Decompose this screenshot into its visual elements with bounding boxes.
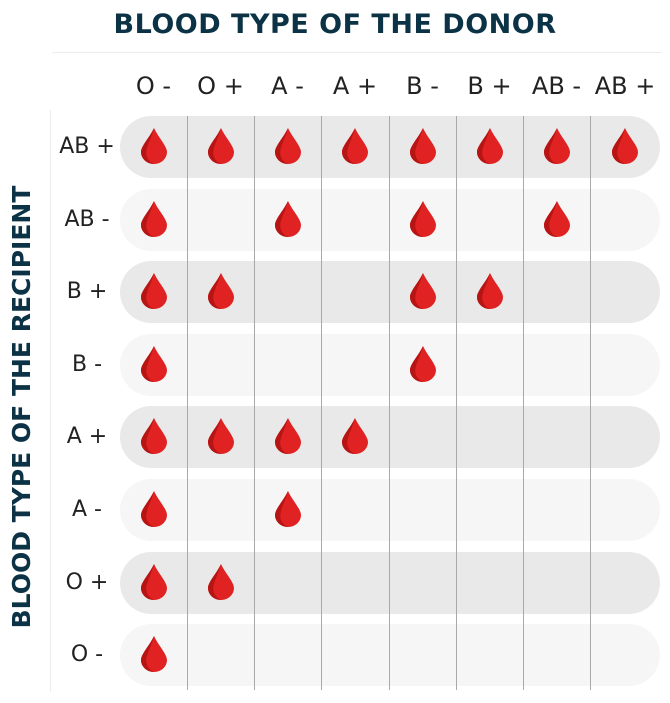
column-divider [389,116,390,690]
row-band [120,116,660,178]
row-band [120,551,660,614]
blood-drop-icon [140,563,167,600]
blood-drop-icon [342,128,368,164]
blood-drop-icon [140,418,167,455]
donor-column-header: O - [135,72,172,100]
title-divider [52,52,662,53]
donor-column-header: A - [271,72,304,100]
column-divider [187,116,188,690]
donor-column-header: A + [332,72,378,100]
blood-drop-icon [207,418,234,455]
blood-drop-icon [140,636,167,673]
recipient-row-label: AB + [59,134,115,159]
row-band [120,406,660,469]
blood-drop-icon [274,491,301,527]
blood-drop-icon [207,273,234,310]
blood-drop-icon [409,200,436,237]
blood-drop-icon [409,128,436,164]
blood-drop-icon [140,273,167,310]
blood-drop-icon [207,563,234,600]
row-band [120,479,660,541]
donor-axis-title: BLOOD TYPE OF THE DONOR [113,9,557,40]
row-band [120,188,660,251]
blood-drop-icon [207,128,234,164]
left-divider [50,110,51,692]
column-divider [590,116,591,690]
blood-drop-icon [543,200,570,237]
column-divider [321,116,322,690]
row-band [120,333,660,396]
blood-drop-icon [476,128,503,164]
recipient-row-label: O - [70,642,104,668]
column-divider [254,116,255,690]
donor-column-header: AB - [531,72,582,100]
row-band [120,261,660,324]
blood-drop-icon [274,418,301,455]
blood-drop-icon [140,345,167,382]
blood-drop-icon [342,418,368,455]
column-divider [523,116,524,690]
recipient-axis-title: BLOOD TYPE OF THE RECIPIENT [7,185,36,629]
blood-drop-icon [274,200,301,237]
recipient-row-label: A + [66,424,108,450]
donor-column-header: O + [197,72,244,100]
blood-drop-icon [409,273,436,310]
blood-drop-icon [409,345,436,382]
recipient-row-label: B + [66,279,108,305]
blood-drop-icon [476,273,503,310]
blood-drop-icon [274,128,301,164]
recipient-row-label: AB - [64,206,110,232]
donor-column-header: B - [406,72,439,100]
blood-drop-icon [140,200,167,237]
column-divider [456,116,457,690]
blood-drop-icon [140,128,167,164]
recipient-row-label: O + [65,569,109,595]
row-band [120,624,660,687]
donor-column-header: AB + [594,72,656,100]
recipient-row-label: A - [72,497,102,522]
blood-drop-icon [612,128,638,164]
donor-column-header: B + [467,72,512,100]
blood-drop-icon [140,491,167,527]
recipient-row-label: B - [71,351,103,377]
blood-drop-icon [543,128,570,164]
